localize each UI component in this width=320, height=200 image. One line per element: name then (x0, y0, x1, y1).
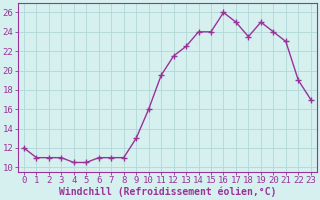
X-axis label: Windchill (Refroidissement éolien,°C): Windchill (Refroidissement éolien,°C) (59, 187, 276, 197)
